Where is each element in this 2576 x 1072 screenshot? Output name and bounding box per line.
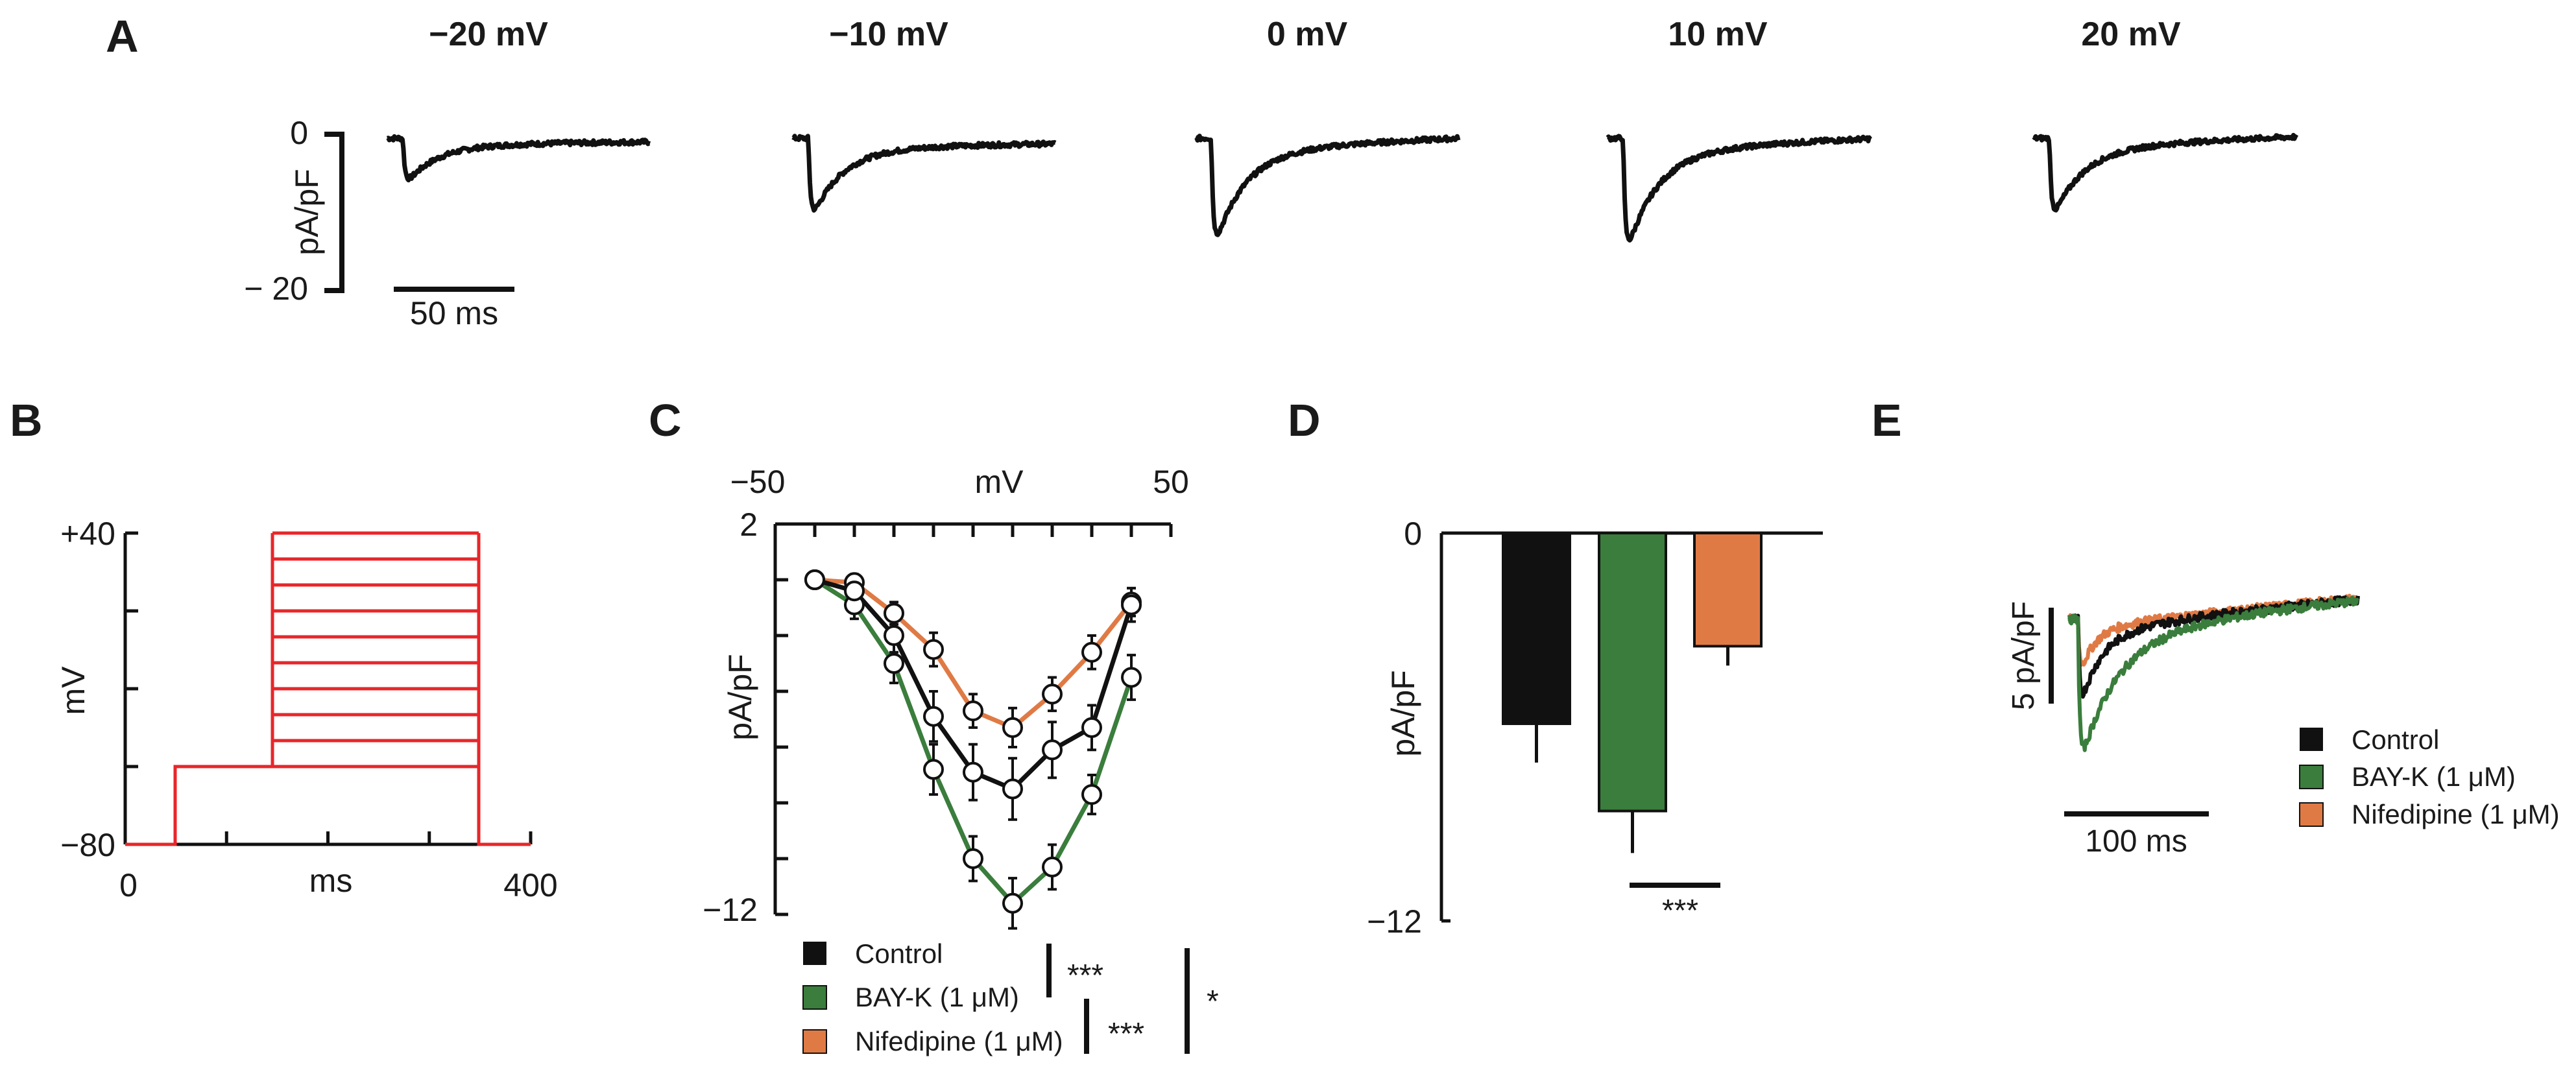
c-data-point [1002,892,1023,914]
panel-b: B +40 −80 mV 0 400 ms [10,395,558,903]
c-data-point [1121,667,1142,688]
c-data-point [1002,778,1023,800]
panel-e: E 5 pA/pF 100 ms Control BAY-K (1 μM) Ni… [1872,395,2560,859]
legend-swatch-bayk [802,985,827,1010]
c-data-point [963,700,983,722]
d-y-tick-label: −12 [1367,903,1422,940]
c-data-point [844,580,865,602]
voltage-label: 20 mV [2081,16,2181,53]
d-y-axis-label: pA/pF [1385,670,1421,756]
legend-label: BAY-K (1 μM) [855,982,1019,1012]
legend-label: Control [2352,724,2439,755]
d-y-tick-label: 0 [1404,516,1422,552]
c-y-tick-label: −12 [703,892,758,928]
a-trace-1 [791,134,1057,213]
a-trace-4 [2032,132,2299,213]
c-data-point [884,602,904,624]
panel-label-c: C [649,395,682,446]
b-y-axis-label: mV [55,666,91,715]
a-trace-0 [386,134,651,183]
d-bar [1502,532,1571,726]
c-data-point [1002,717,1023,738]
a-traces [386,132,2299,243]
legend-label: Control [855,938,943,969]
c-x-tick-label: 50 [1153,464,1189,500]
c-ticks [775,524,1173,916]
a-scale-bottom-label: − 20 [244,270,308,307]
b-axes [123,531,533,846]
e-scale-ylabel: 5 pA/pF [2006,601,2041,710]
c-data-point [804,569,825,590]
c-data-point [963,761,983,783]
b-x-tick-label: 400 [503,867,557,903]
legend-swatch-control [803,942,826,965]
c-y-axis-label: pA/pF [722,654,758,740]
c-data-point [1042,684,1063,705]
a-scale-ylabel: pA/pF [289,169,325,255]
b-y-tick-label: −80 [60,827,115,863]
panel-label-e: E [1872,395,1902,446]
c-data-point [884,653,904,674]
d-bars [1502,532,1763,853]
c-data-point [1081,784,1102,805]
c-data-point [923,706,944,727]
e-traces [2067,593,2360,752]
a-time-scale-label: 50 ms [410,295,498,331]
c-data-point [923,639,944,660]
c-x-axis-label: mV [975,464,1024,500]
d-bar [1693,532,1763,648]
c-data-point [1081,717,1102,738]
panel-c: C −50 50 mV 2 −12 pA/pF Control BAY-K (1… [649,395,1219,1056]
c-plot-area [804,569,1142,930]
d-ticks [1441,531,1451,923]
legend-swatch-control [2300,728,2323,751]
b-prepulse-line [125,765,272,846]
c-y-tick-label: 2 [740,506,758,543]
c-data-point [1042,739,1063,761]
b-x-tick-label: 0 [119,867,138,903]
significance-label: *** [1662,894,1698,928]
panel-d: D 0 −12 pA/pF *** [1288,395,1823,940]
c-data-point [1081,641,1102,663]
significance-label: *** [1108,1017,1144,1051]
e-trace-bayk [2067,595,2360,752]
panel-label-a: A [106,11,139,62]
legend-swatch-bayk [2299,765,2324,789]
e-trace-nifedipine [2067,593,2360,667]
c-x-tick-label: −50 [730,464,786,500]
c-data-point [923,759,944,780]
b-ticks [123,531,533,846]
c-data-point [884,625,904,646]
significance-label: *** [1067,959,1103,993]
legend-label: BAY-K (1 μM) [2352,761,2516,792]
legend-swatch-nifedipine [802,1029,827,1054]
c-data-point [1121,594,1142,615]
legend-label: Nifedipine (1 μM) [855,1026,1063,1056]
voltage-label: 10 mV [1668,16,1768,53]
b-x-axis-label: ms [309,863,353,899]
voltage-label: −20 mV [429,16,548,53]
c-data-point [1042,856,1063,877]
a-trace-2 [1194,134,1461,237]
b-return-line [477,767,531,846]
panel-a: A −20 mV −10 mV 0 mV 10 mV 20 mV 0 − 20 … [106,11,2299,331]
legend-label: Nifedipine (1 μM) [2352,799,2560,829]
a-scale-bar-vertical [324,132,344,293]
a-scale-top-label: 0 [290,115,308,151]
voltage-label: −10 mV [829,16,948,53]
legend-swatch-nifedipine [2299,802,2324,827]
e-time-scale-label: 100 ms [2085,824,2187,859]
c-data-point [963,848,983,869]
panel-label-d: D [1288,395,1321,446]
voltage-label: 0 mV [1267,16,1348,53]
a-trace-3 [1606,134,1872,243]
significance-label: * [1207,984,1219,1019]
b-y-tick-label: +40 [60,516,115,552]
d-bar [1598,532,1667,813]
panel-label-b: B [10,395,43,446]
b-protocol-steps [125,531,531,846]
